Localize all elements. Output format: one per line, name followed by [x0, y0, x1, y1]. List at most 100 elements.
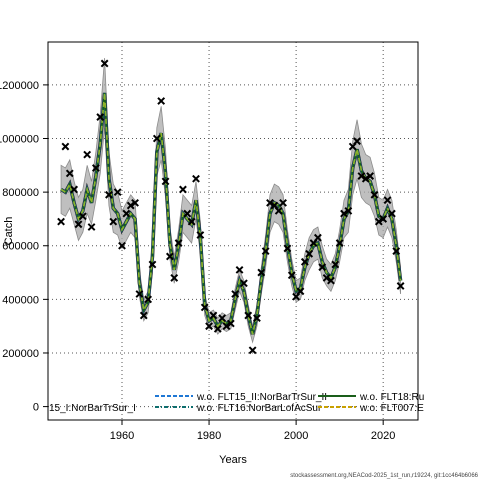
- observed-point: [353, 137, 361, 146]
- legend-label: w.o. FLT15_II:NorBarTrSur_II: [196, 392, 327, 403]
- observed-point: [118, 241, 126, 250]
- point-stroke: [383, 196, 392, 205]
- confidence-band: [60, 58, 401, 344]
- point-stroke: [205, 322, 213, 331]
- observed-point: [248, 346, 257, 355]
- observed-point: [313, 233, 322, 242]
- point-stroke: [152, 134, 161, 143]
- observed-point: [113, 188, 122, 197]
- point-stroke: [287, 271, 296, 280]
- observed-point: [91, 164, 100, 172]
- observed-point: [318, 263, 327, 272]
- observed-point: [96, 113, 105, 121]
- observed-point: [287, 271, 296, 280]
- observed-point: [78, 212, 87, 221]
- observed-point: [105, 190, 113, 199]
- observed-point: [83, 150, 92, 159]
- point-stroke: [161, 177, 170, 186]
- point-stroke: [65, 169, 74, 178]
- observed-point: [261, 247, 270, 256]
- point-stroke: [213, 324, 222, 333]
- observed-point: [61, 142, 70, 151]
- point-stroke: [235, 265, 244, 274]
- observed-point: [344, 206, 353, 215]
- point-stroke: [105, 190, 113, 199]
- observed-point: [239, 279, 248, 288]
- point-stroke: [374, 217, 383, 226]
- observed-point: [322, 274, 331, 282]
- observed-point: [174, 239, 183, 247]
- point-stroke: [239, 279, 248, 288]
- point-stroke: [83, 150, 92, 159]
- point-stroke: [144, 295, 153, 304]
- observed-point: [179, 185, 187, 194]
- point-stroke: [296, 287, 305, 296]
- observed-point: [379, 215, 388, 223]
- point-stroke: [283, 244, 292, 253]
- point-stroke: [118, 241, 126, 250]
- legend: 15_I:NorBarTrSur_I w.o. FLT15_II:NorBarTr…: [49, 392, 424, 414]
- point-stroke: [135, 290, 144, 298]
- point-stroke: [174, 239, 183, 247]
- observed-point: [126, 201, 135, 210]
- observed-point: [266, 198, 274, 207]
- point-stroke: [322, 274, 331, 282]
- legend-label: w.o. FLT18:Ru: [359, 392, 424, 403]
- observed-point: [87, 223, 96, 231]
- point-stroke: [313, 233, 322, 242]
- point-stroke: [270, 201, 279, 210]
- observed-point: [283, 244, 292, 253]
- observed-point: [231, 290, 240, 298]
- observed-point: [131, 198, 139, 207]
- observed-point: [253, 314, 261, 323]
- point-stroke: [113, 188, 122, 197]
- y-tick-label: 1200000: [0, 80, 39, 92]
- x-tick-label: 1960: [110, 430, 134, 442]
- point-stroke: [222, 322, 231, 331]
- point-stroke: [131, 198, 139, 207]
- y-tick-label: 0: [33, 402, 39, 414]
- point-stroke: [70, 185, 79, 194]
- point-stroke: [61, 142, 70, 151]
- point-stroke: [57, 217, 65, 226]
- point-stroke: [209, 311, 218, 320]
- observed-point: [222, 322, 231, 331]
- observed-point: [274, 206, 283, 215]
- observed-point: [392, 247, 401, 256]
- point-stroke: [244, 311, 253, 320]
- point-stroke: [196, 231, 205, 239]
- point-stroke: [87, 223, 96, 231]
- observed-point: [187, 217, 196, 226]
- point-stroke: [122, 209, 131, 218]
- observed-point: [361, 174, 370, 183]
- point-stroke: [274, 206, 283, 215]
- point-stroke: [192, 174, 200, 183]
- point-stroke: [327, 276, 335, 285]
- x-tick-label: 1980: [197, 430, 221, 442]
- point-stroke: [78, 212, 87, 221]
- observed-point: [183, 209, 192, 218]
- observed-point: [57, 217, 65, 226]
- observed-point: [305, 249, 314, 258]
- point-stroke: [96, 113, 105, 121]
- observed-point: [152, 134, 161, 143]
- point-stroke: [335, 239, 344, 247]
- x-tick-label: 2020: [371, 430, 395, 442]
- series-line-yellow: [60, 92, 402, 335]
- observed-point: [331, 260, 340, 269]
- y-tick-label: 200000: [2, 348, 39, 360]
- point-stroke: [257, 268, 266, 277]
- point-stroke: [318, 263, 327, 272]
- point-stroke: [340, 209, 348, 218]
- observed-point: [65, 169, 74, 178]
- point-stroke: [100, 59, 109, 68]
- observed-point: [139, 311, 148, 320]
- point-stroke: [248, 346, 257, 355]
- observed-point: [74, 220, 83, 229]
- legend-item: 15_I:NorBarTrSur_I: [49, 403, 136, 414]
- point-stroke: [183, 209, 192, 218]
- point-stroke: [187, 217, 196, 226]
- observed-point: [327, 276, 335, 285]
- legend-item: w.o. FLT16:NorBarLofAcSur: [155, 403, 322, 414]
